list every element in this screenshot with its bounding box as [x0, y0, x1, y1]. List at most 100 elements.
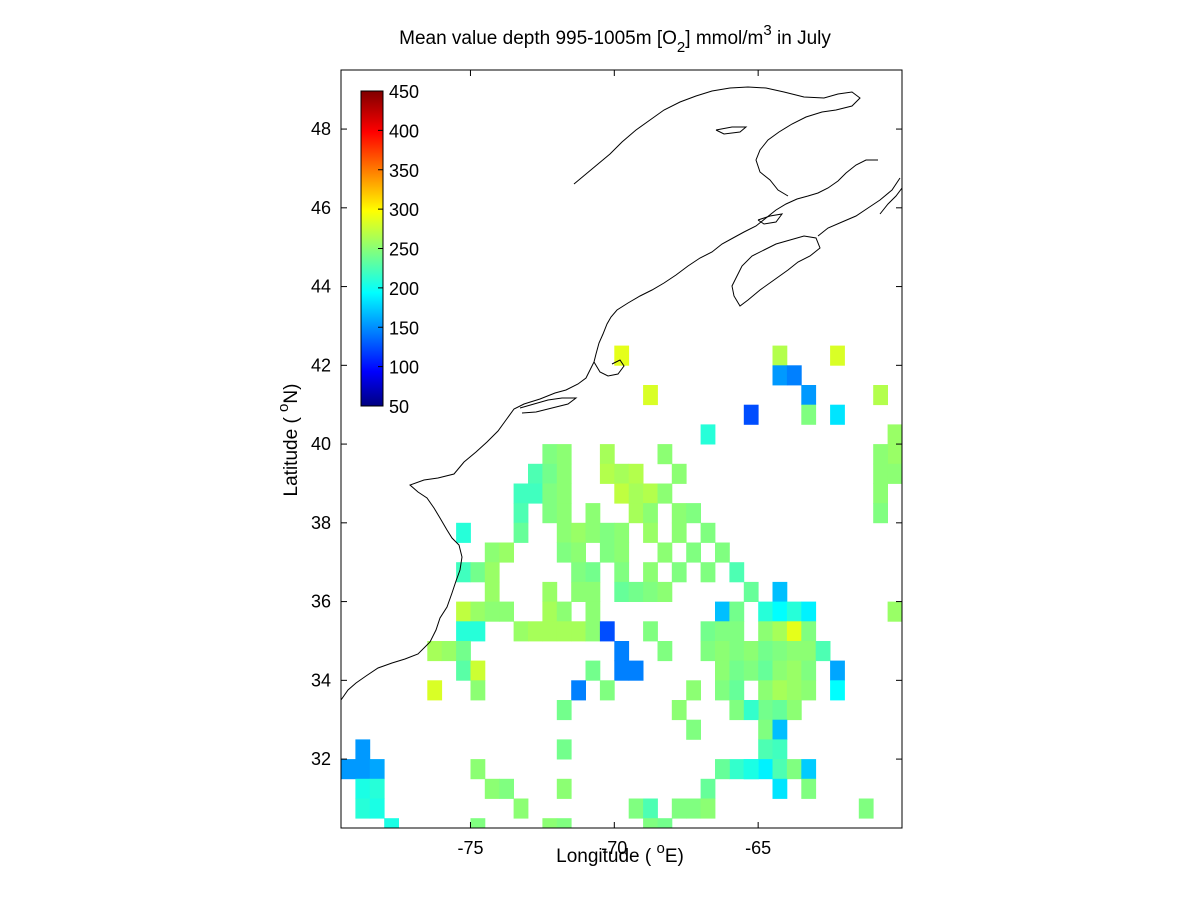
heatmap-cell	[614, 581, 630, 602]
colorbar-tick-label: 300	[389, 200, 419, 220]
heatmap-cell	[758, 621, 773, 642]
heatmap-cell	[700, 621, 716, 642]
colorbar-tick-label: 400	[389, 121, 419, 141]
colorbar-tick-label: 250	[389, 240, 419, 260]
heatmap-cell	[470, 562, 486, 583]
coastline-newfoundland	[879, 187, 902, 215]
heatmap-cell	[427, 641, 443, 662]
heatmap-cell	[772, 759, 788, 780]
heatmap-cell	[556, 601, 572, 622]
y-tick-label: 38	[311, 513, 331, 533]
heatmap-cell	[355, 778, 371, 799]
heatmap-cell	[801, 385, 817, 406]
heatmap-cell	[585, 503, 601, 524]
heatmap-cell	[758, 759, 773, 780]
coastline-long-island	[519, 397, 578, 414]
heatmap-cell	[556, 483, 572, 504]
y-tick-label: 46	[311, 198, 331, 218]
heatmap-cell	[599, 463, 615, 484]
heatmap-cell	[599, 621, 615, 642]
heatmap-cell	[657, 542, 673, 563]
plot-frame	[340, 69, 903, 829]
heatmap-cell	[715, 601, 730, 622]
heatmap-cell	[628, 503, 644, 524]
heatmap-cell	[643, 522, 658, 543]
heatmap-cell	[556, 542, 572, 563]
heatmap-cell	[887, 424, 902, 445]
heatmap-cell	[643, 621, 658, 642]
coastline-gulf-st-lawrence	[573, 86, 861, 197]
heatmap-cell	[801, 759, 817, 780]
heatmap-cell	[873, 463, 888, 484]
heatmap-cell	[341, 759, 356, 780]
x-tick-label: -70	[601, 838, 627, 858]
heatmap-cell	[758, 601, 773, 622]
heatmap-cell	[484, 778, 500, 799]
heatmap-cell	[628, 581, 644, 602]
heatmap-cell	[671, 503, 687, 524]
heatmap-cell	[499, 542, 514, 563]
heatmap-cell	[671, 562, 687, 583]
heatmap-cell	[758, 641, 773, 662]
heatmap-cell	[700, 798, 716, 819]
heatmap-cell	[801, 641, 817, 662]
heatmap-cell	[873, 385, 888, 406]
heatmap-cell	[729, 641, 745, 662]
heatmap-cell	[499, 601, 514, 622]
heatmap-cell	[671, 700, 687, 721]
heatmap-cell	[772, 739, 788, 760]
heatmap-cell	[772, 719, 788, 740]
heatmap-cell	[671, 522, 687, 543]
heatmap-cell	[585, 522, 601, 543]
heatmap-cell	[499, 778, 514, 799]
heatmap-cell	[772, 700, 788, 721]
heatmap-cell	[743, 581, 759, 602]
heatmap-cell	[830, 345, 845, 366]
heatmap-cell	[801, 601, 817, 622]
heatmap-cell	[657, 483, 673, 504]
heatmap-cell	[614, 660, 630, 681]
heatmap-cell	[556, 818, 572, 828]
heatmap-cell	[657, 818, 673, 828]
heatmap-cell	[542, 601, 558, 622]
heatmap-cell	[628, 660, 644, 681]
heatmap-cell	[556, 444, 572, 465]
heatmap-cell	[614, 483, 630, 504]
heatmap-cell	[614, 522, 630, 543]
heatmap-cell	[715, 680, 730, 701]
heatmap-cell	[542, 621, 558, 642]
heatmap-cell	[801, 680, 817, 701]
heatmap-cell	[887, 601, 902, 622]
heatmap-cell	[470, 621, 486, 642]
heatmap-cell	[513, 798, 529, 819]
heatmap-cell	[542, 483, 558, 504]
coastline-cape-cod	[593, 359, 625, 377]
heatmap-cell	[671, 463, 687, 484]
heatmap-cell	[729, 700, 745, 721]
heatmap-cell	[858, 798, 874, 819]
heatmap-cell	[643, 562, 658, 583]
heatmap-cell	[758, 719, 773, 740]
heatmap-cell	[369, 798, 385, 819]
heatmap-cell	[873, 444, 888, 465]
heatmap-cell	[513, 522, 529, 543]
heatmap-cell	[384, 818, 399, 828]
coastline	[341, 86, 902, 701]
heatmap-cell	[556, 778, 572, 799]
y-tick-label: 48	[311, 119, 331, 139]
heatmap-cell	[484, 542, 500, 563]
heatmap-cell	[700, 522, 716, 543]
heatmap-cell	[585, 660, 601, 681]
y-tick-label: 40	[311, 434, 331, 454]
heatmap-cell	[528, 483, 543, 504]
coastline-pei	[757, 213, 784, 225]
heatmap-cell	[700, 424, 716, 445]
heatmap-cell	[786, 660, 802, 681]
heatmap-cell	[729, 680, 745, 701]
heatmap-cell	[556, 700, 572, 721]
heatmap-cell	[801, 660, 817, 681]
heatmap-cell	[571, 542, 586, 563]
y-axis-label: Latitude ( oN)	[275, 384, 302, 497]
heatmap-cell	[772, 778, 788, 799]
heatmap-cell	[369, 759, 385, 780]
